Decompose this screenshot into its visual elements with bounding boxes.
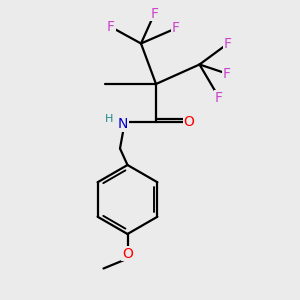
Text: F: F — [223, 67, 230, 80]
Text: F: F — [215, 91, 223, 104]
Text: F: F — [224, 37, 232, 50]
Text: H: H — [104, 113, 113, 124]
Text: F: F — [172, 22, 179, 35]
Text: F: F — [107, 20, 115, 34]
Text: O: O — [184, 115, 194, 128]
Text: F: F — [151, 7, 158, 20]
Text: O: O — [122, 247, 133, 260]
Text: N: N — [118, 118, 128, 131]
